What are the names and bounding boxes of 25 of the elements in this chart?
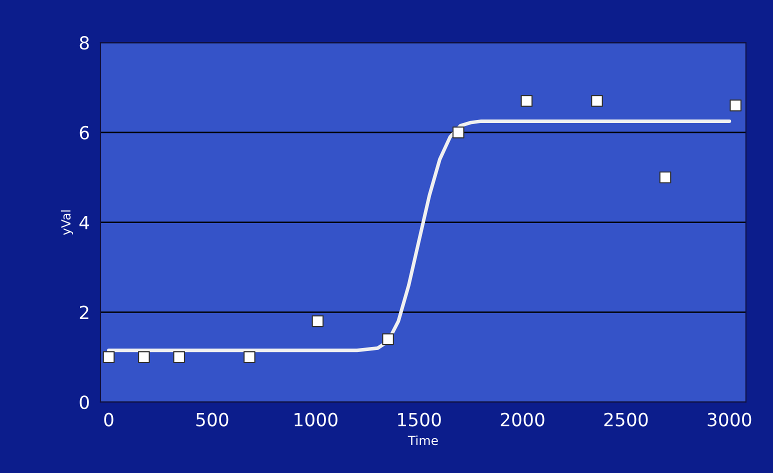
point <box>382 333 394 346</box>
point <box>452 126 464 138</box>
x-tick-label: 500 <box>196 412 228 426</box>
y-tick-label: 6 <box>80 126 89 140</box>
point <box>659 171 672 184</box>
x-tick-label: 1000 <box>294 412 338 426</box>
x-tick-label: 3000 <box>708 412 752 426</box>
point <box>138 351 150 364</box>
y-tick-label: 4 <box>79 216 90 230</box>
y-tick-label: 8 <box>80 36 89 50</box>
x-tick-label: 2000 <box>500 412 544 426</box>
point <box>244 351 256 364</box>
point <box>102 351 115 364</box>
point <box>730 100 742 112</box>
y-axis-title: yVal <box>60 210 74 235</box>
x-tick-label: 1500 <box>398 412 441 426</box>
point <box>312 315 324 328</box>
y-tick-label: 0 <box>80 396 89 410</box>
x-tick-label: 0 <box>104 412 114 426</box>
point <box>520 95 533 107</box>
x-tick-label: 2500 <box>604 412 648 426</box>
point <box>173 351 186 364</box>
x-axis-title: Time <box>408 435 438 446</box>
point <box>591 95 603 107</box>
y-tick-label: 2 <box>80 306 88 320</box>
